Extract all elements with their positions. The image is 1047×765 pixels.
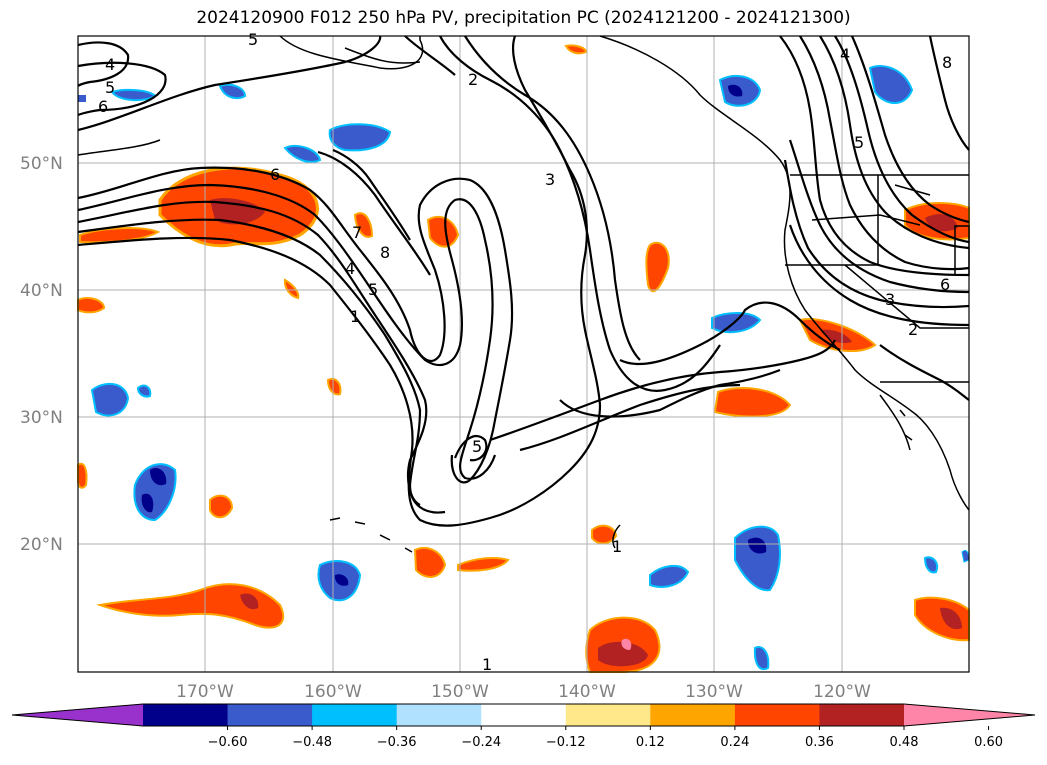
colorbar-segment [396,704,482,726]
lat-label: 50°N [20,154,63,174]
contour-label: 5 [105,78,115,97]
lat-label: 40°N [20,281,63,301]
graticule [78,36,969,672]
contour-label: 1 [350,307,360,326]
contour-label: 6 [940,275,950,294]
colorbar-tick-label: 0.12 [636,735,665,750]
contour-label: 5 [854,133,864,152]
lat-label: 30°N [20,408,63,428]
contour-label: 2 [468,70,478,89]
colorbar-segment [312,704,398,726]
colorbar-tick-label: 0.36 [805,735,834,750]
colorbar-extend-high [904,704,1035,726]
precip-negative-areas [78,65,970,670]
colorbar-tick-label: −0.24 [461,735,501,750]
map-border [77,35,970,673]
colorbar-segment [734,704,820,726]
lon-label: 170°W [176,682,234,702]
contour-label: 8 [942,53,952,72]
colorbar-segment [650,704,736,726]
colorbar-tick-label: −0.12 [546,735,586,750]
contour-label: 8 [380,243,390,262]
pv-contours [77,35,970,527]
lon-label: 150°W [431,682,489,702]
colorbar-segment [143,704,229,726]
contour-label: 4 [105,55,115,74]
contour-label: 2 [908,320,918,339]
colorbar-tick-label: 0.24 [720,735,749,750]
colorbar-segment [481,704,567,726]
colorbar-segment [819,704,905,726]
colorbar-tick-label: −0.48 [292,735,332,750]
lon-label: 140°W [558,682,616,702]
contour-label: 1 [612,537,622,556]
contour-labels: 4 5 6 2 3 5 6 8 6 3 5 1 4 5 8 7 5 1 1 2 … [98,30,952,674]
contour-label: 5 [368,280,378,299]
colorbar-segment [565,704,651,726]
contour-label: 6 [98,97,108,116]
colorbar-tick-label: −0.60 [208,735,248,750]
contour-label: 5 [472,437,482,456]
lon-axis-labels: 170°W 160°W 150°W 140°W 130°W 120°W [176,682,871,702]
colorbar-outline [11,703,1036,727]
lat-axis-labels: 50°N 40°N 30°N 20°N [20,154,63,555]
colorbar: −0.60 −0.48 −0.36 −0.24 −0.12 0.12 0.24 0.36 0.4… [11,703,1036,750]
lat-label: 20°N [20,535,63,555]
lon-label: 130°W [685,682,743,702]
lon-label: 120°W [813,682,871,702]
colorbar-extend-low [12,704,143,726]
contour-label: 4 [345,259,355,278]
map-area: 4 5 6 2 3 5 6 8 6 3 5 1 4 5 8 7 5 1 1 2 … [77,30,970,674]
contour-label: 6 [270,165,280,184]
map-title: 2024120900 F012 250 hPa PV, precipitatio… [196,8,851,28]
colorbar-tick-label: −0.36 [377,735,417,750]
lon-label: 160°W [304,682,362,702]
contour-label: 7 [352,223,362,242]
colorbar-segment [227,704,313,726]
contour-label: 3 [885,290,895,309]
contour-label: 4 [840,45,850,64]
contour-label: 3 [545,170,555,189]
contour-label: 5 [248,30,258,49]
colorbar-tick-label: 0.60 [974,735,1003,750]
contour-label: 1 [482,655,492,674]
colorbar-tick-label: 0.48 [890,735,919,750]
